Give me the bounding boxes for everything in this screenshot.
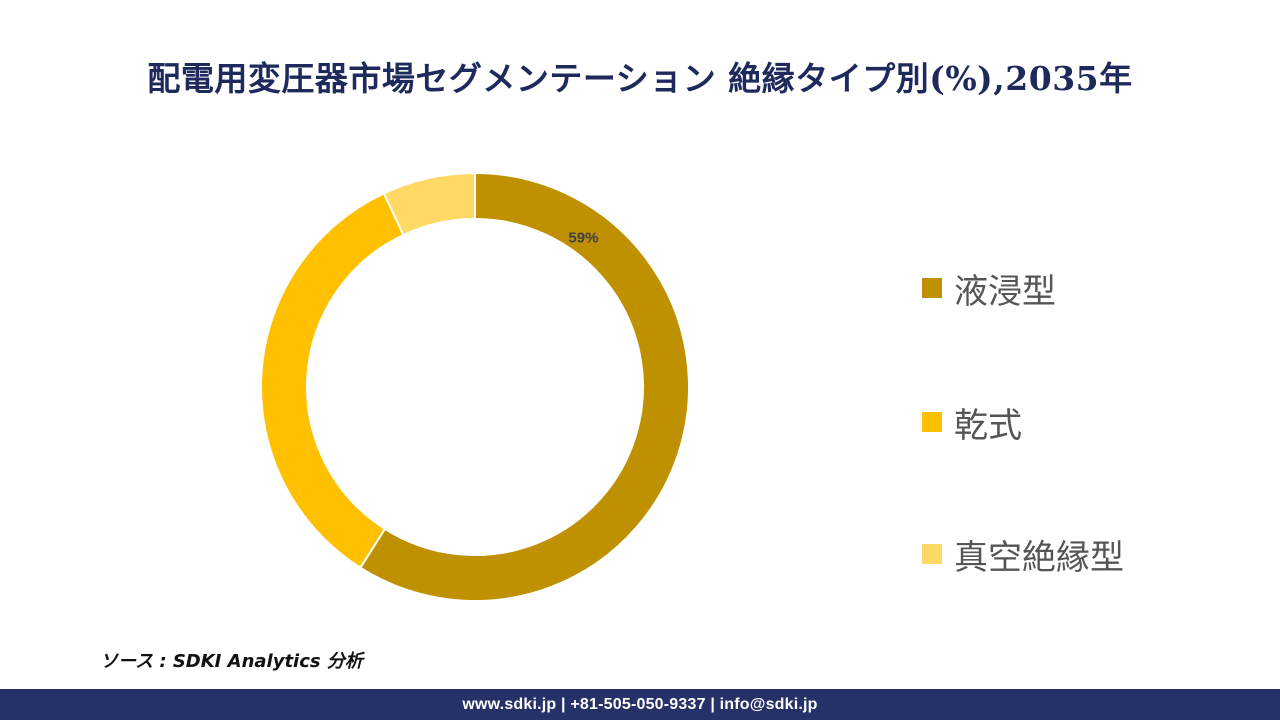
data-label-1: 59% bbox=[568, 229, 598, 246]
donut-slice-1 bbox=[358, 171, 690, 602]
donut-slices bbox=[260, 171, 690, 602]
legend-item-3: 真空絶縁型 bbox=[922, 524, 1124, 584]
chart-title: 配電用変圧器市場セグメンテーション 絶縁タイプ別(%),2035年 bbox=[147, 59, 1133, 98]
legend-swatch-1 bbox=[922, 278, 942, 298]
footer-bar: www.sdki.jp | +81-505-050-9337 | info@sd… bbox=[0, 689, 1280, 720]
legend-swatch-2 bbox=[922, 412, 942, 432]
donut-slice-3 bbox=[382, 171, 476, 237]
footer-contact: www.sdki.jp | +81-505-050-9337 | info@sd… bbox=[462, 695, 818, 713]
legend-label-2: 乾式 bbox=[954, 405, 1022, 446]
legend-item-1: 液浸型 bbox=[922, 258, 1056, 318]
legend-label-1: 液浸型 bbox=[954, 271, 1056, 312]
donut-slice-2 bbox=[260, 192, 405, 570]
donut-chart: 59% bbox=[260, 171, 690, 602]
legend-swatch-3 bbox=[922, 544, 942, 564]
legend-item-2: 乾式 bbox=[922, 392, 1022, 452]
source-note: ソース : SDKI Analytics 分析 bbox=[100, 651, 363, 672]
legend-label-3: 真空絶縁型 bbox=[954, 537, 1124, 578]
donut-data-labels: 59% bbox=[568, 229, 598, 246]
